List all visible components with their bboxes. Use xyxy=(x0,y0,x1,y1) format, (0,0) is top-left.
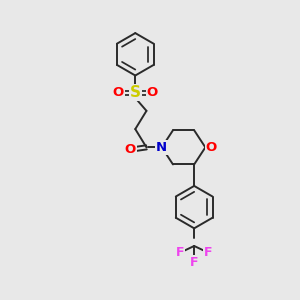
Text: O: O xyxy=(112,86,124,99)
Text: O: O xyxy=(147,86,158,99)
Text: F: F xyxy=(176,246,184,259)
Text: O: O xyxy=(124,143,136,156)
Text: F: F xyxy=(204,246,213,259)
Text: N: N xyxy=(156,141,167,154)
Text: S: S xyxy=(130,85,141,100)
Text: O: O xyxy=(206,141,217,154)
Text: F: F xyxy=(190,256,198,269)
Text: N: N xyxy=(156,141,167,154)
